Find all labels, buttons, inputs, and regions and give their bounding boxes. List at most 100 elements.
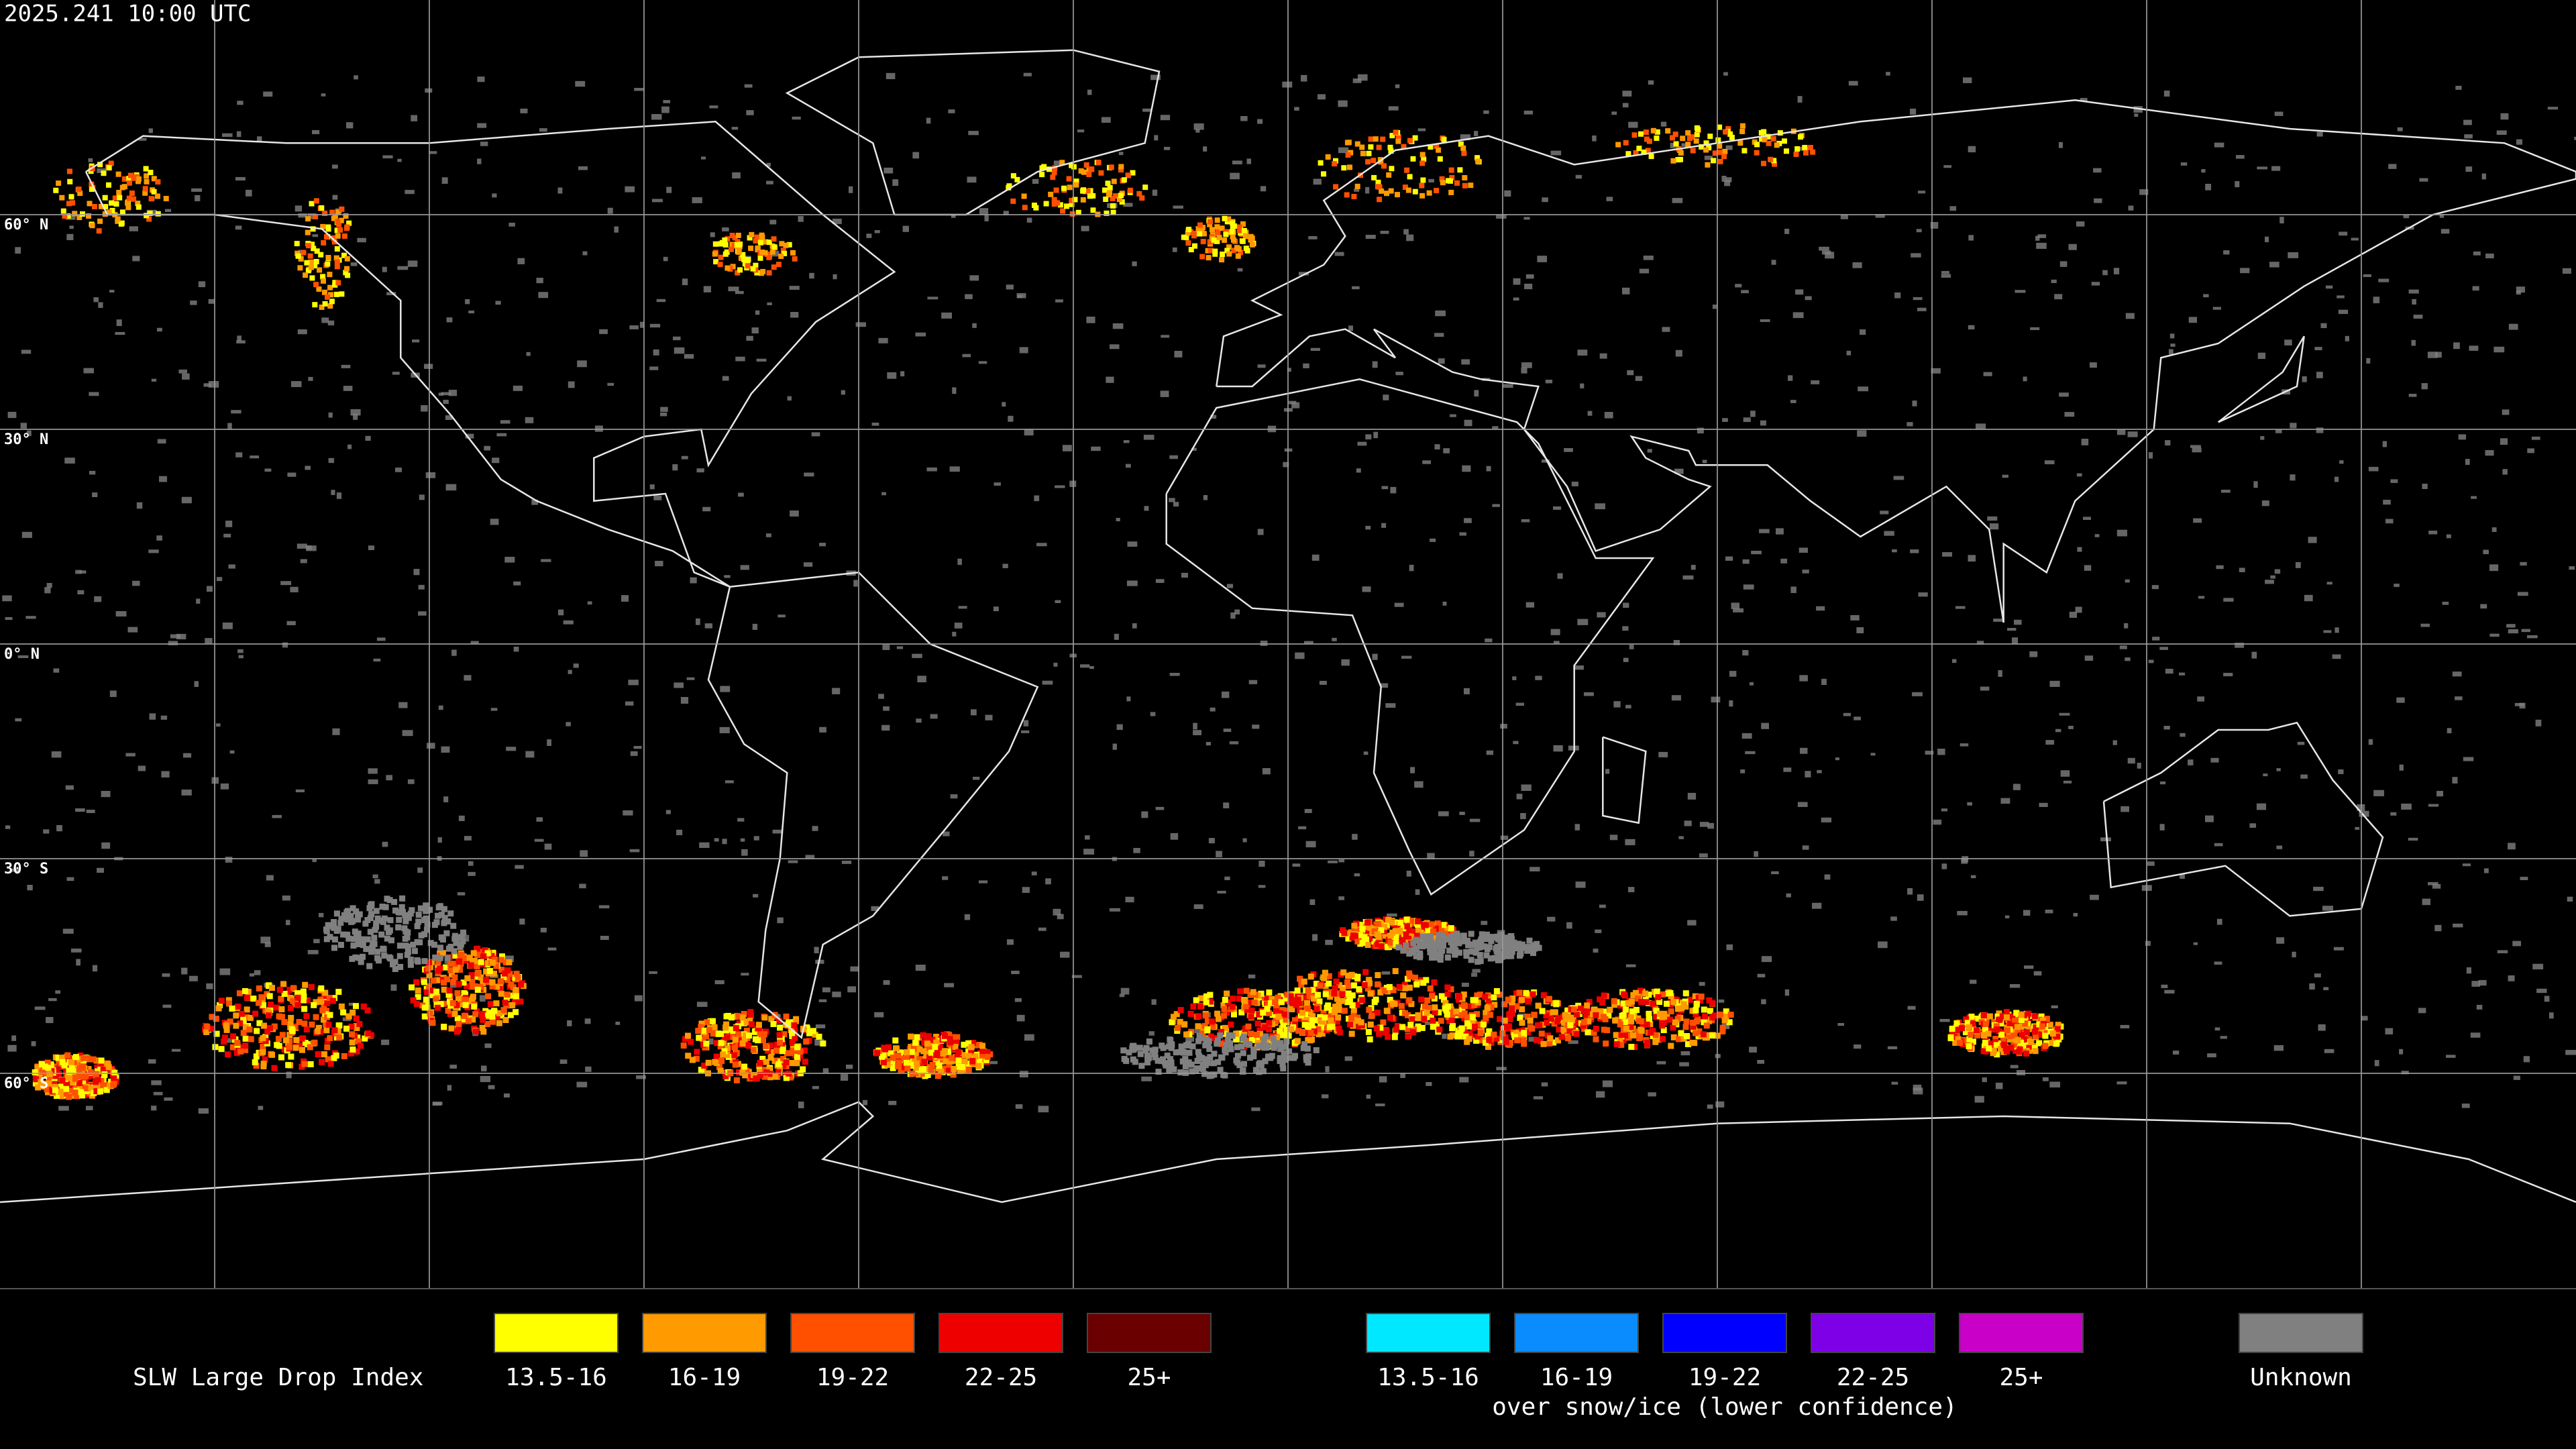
cloud-pixel	[2203, 294, 2209, 298]
cloud-pixel	[1483, 932, 1490, 938]
cloud-pixel	[164, 1097, 173, 1101]
cloud-pixel	[1293, 1002, 1299, 1008]
cloud-pixel	[484, 950, 491, 957]
cloud-pixel	[2180, 733, 2186, 737]
cloud-pixel	[1206, 1073, 1213, 1079]
cloud-pixel	[298, 213, 307, 218]
cloud-pixel	[954, 1053, 961, 1060]
cloud-pixel	[2094, 534, 2100, 537]
cloud-pixel	[1193, 997, 1199, 1004]
cloud-pixel	[2316, 372, 2323, 378]
cloud-pixel	[355, 941, 362, 947]
cloud-pixel	[2216, 565, 2224, 570]
cloud-pixel	[951, 1066, 957, 1072]
cloud-pixel	[1169, 673, 1180, 676]
cloud-pixel	[343, 909, 350, 916]
cloud-pixel	[1701, 1006, 1707, 1013]
cloud-pixel	[149, 713, 156, 720]
cloud-pixel	[1464, 1014, 1470, 1020]
cloud-pixel	[308, 983, 315, 990]
cloud-pixel	[2059, 261, 2068, 267]
cloud-pixel	[1242, 998, 1248, 1004]
cloud-pixel	[1783, 767, 1792, 772]
cloud-pixel	[337, 942, 344, 948]
cloud-pixel	[515, 974, 521, 981]
cloud-pixel	[260, 936, 271, 944]
cloud-pixel	[1509, 949, 1515, 955]
cloud-pixel	[26, 430, 32, 437]
cloud-pixel	[2008, 1044, 2015, 1051]
cloud-pixel	[447, 998, 453, 1005]
cloud-pixel	[2045, 910, 2053, 914]
cloud-pixel	[1193, 722, 1197, 730]
cloud-pixel	[778, 1036, 785, 1042]
cloud-pixel	[832, 688, 841, 694]
cloud-pixel	[1880, 511, 1889, 515]
cloud-pixel	[105, 1064, 112, 1071]
cloud-pixel	[2084, 655, 2094, 661]
cloud-pixel	[2401, 1071, 2409, 1075]
cloud-pixel	[1424, 1010, 1430, 1016]
cloud-pixel	[1081, 225, 1089, 231]
cloud-pixel	[1485, 1044, 1491, 1050]
cloud-pixel	[353, 413, 358, 420]
cloud-pixel	[625, 186, 635, 193]
cloud-pixel	[132, 256, 140, 262]
cloud-pixel	[1203, 1056, 1210, 1063]
cloud-pixel	[728, 1014, 735, 1021]
cloud-pixel	[1116, 724, 1123, 731]
cloud-pixel	[223, 1026, 230, 1033]
cloud-pixel	[332, 282, 338, 288]
cloud-pixel	[952, 387, 957, 394]
cloud-pixel	[915, 965, 926, 971]
cloud-pixel	[1593, 1026, 1599, 1032]
cloud-pixel	[2489, 564, 2499, 572]
cloud-pixel	[1456, 993, 1462, 999]
cloud-pixel	[205, 638, 213, 644]
cloud-pixel	[1335, 990, 1342, 997]
cloud-pixel	[1395, 372, 1403, 376]
cloud-pixel	[1181, 1021, 1187, 1028]
cloud-pixel	[1336, 1007, 1342, 1014]
cloud-pixel	[321, 278, 326, 284]
cloud-pixel	[763, 1042, 769, 1049]
cloud-pixel	[1260, 1068, 1267, 1075]
cloud-pixel	[1434, 1021, 1440, 1028]
cloud-pixel	[747, 1009, 754, 1016]
cloud-pixel	[926, 467, 937, 472]
cloud-pixel	[1283, 1016, 1289, 1023]
cloud-pixel	[471, 957, 478, 964]
cloud-pixel	[928, 1049, 934, 1056]
cloud-pixel	[437, 837, 442, 843]
cloud-pixel	[401, 925, 408, 932]
cloud-pixel	[455, 1024, 462, 1031]
cloud-pixel	[220, 783, 229, 790]
cloud-pixel	[1472, 969, 1481, 973]
cloud-pixel	[2121, 806, 2129, 812]
cloud-pixel	[54, 1093, 60, 1099]
cloud-pixel	[2326, 582, 2332, 585]
cloud-pixel	[85, 1055, 91, 1061]
cloud-pixel	[325, 224, 331, 230]
cloud-pixel	[797, 1049, 804, 1055]
cloud-pixel	[2180, 873, 2185, 879]
cloud-pixel	[1202, 1042, 1209, 1049]
cloud-pixel	[1345, 983, 1352, 989]
cloud-pixel	[1437, 957, 1444, 963]
cloud-pixel	[1603, 1040, 1609, 1047]
cloud-pixel	[1672, 1019, 1679, 1026]
cloud-pixel	[1974, 1032, 1980, 1038]
cloud-pixel	[2112, 740, 2117, 745]
cloud-pixel	[353, 908, 360, 915]
cloud-pixel	[1625, 1000, 1631, 1006]
cloud-pixel	[1427, 853, 1435, 860]
cloud-pixel	[415, 958, 421, 965]
cloud-pixel	[688, 1038, 694, 1045]
cloud-pixel	[64, 1052, 71, 1059]
cloud-pixel	[690, 577, 697, 584]
cloud-pixel	[776, 1032, 783, 1038]
cloud-pixel	[345, 935, 352, 942]
cloud-pixel	[1513, 278, 1521, 285]
cloud-pixel	[908, 1049, 915, 1055]
cloud-pixel	[1520, 813, 1526, 820]
